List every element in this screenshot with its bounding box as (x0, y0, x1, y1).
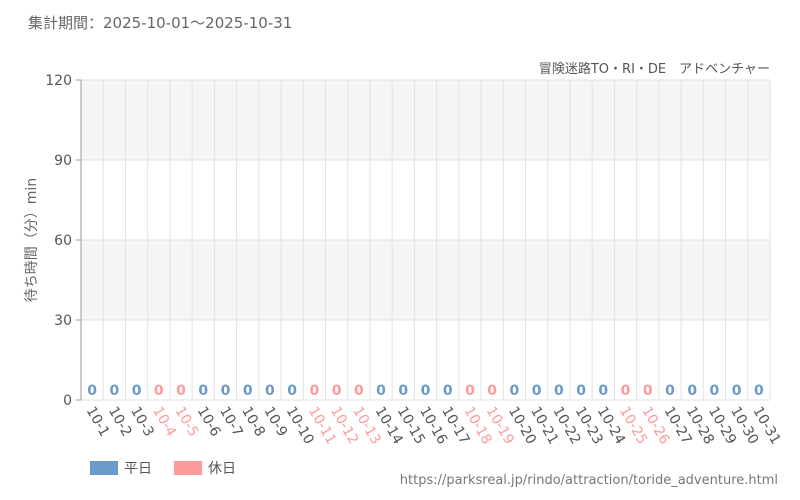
y-tick-label: 0 (63, 393, 72, 409)
legend-swatch-weekday (90, 461, 118, 475)
bar-value-label: 0 (443, 383, 453, 399)
bar-value-label: 0 (354, 383, 364, 399)
legend: 平日 休日 (90, 458, 236, 478)
bar-value-label: 0 (376, 383, 386, 399)
bar-value-label: 0 (132, 383, 142, 399)
bar-value-label: 0 (643, 383, 653, 399)
bar-value-label: 0 (221, 383, 231, 399)
bar-value-label: 0 (87, 383, 97, 399)
bar-value-label: 0 (710, 383, 720, 399)
bar-value-label: 0 (287, 383, 297, 399)
legend-item-weekday[interactable]: 平日 (90, 458, 152, 478)
bar-value-label: 0 (109, 383, 119, 399)
bar-value-label: 0 (154, 383, 164, 399)
y-tick-label: 30 (54, 313, 72, 329)
bar-value-label: 0 (243, 383, 253, 399)
y-tick-label: 60 (54, 233, 72, 249)
bar-value-label: 0 (309, 383, 319, 399)
grid-band (81, 240, 770, 320)
bar-value-label: 0 (732, 383, 742, 399)
y-tick-label: 120 (45, 73, 72, 89)
legend-item-holiday[interactable]: 休日 (174, 458, 236, 478)
bar-value-label: 0 (665, 383, 675, 399)
bar-value-label: 0 (421, 383, 431, 399)
legend-swatch-holiday (174, 461, 202, 475)
grid-band (81, 80, 770, 160)
period-label: 集計期間：2025-10-01～2025-10-31 (28, 14, 293, 32)
bar-value-label: 0 (687, 383, 697, 399)
bar-value-label: 0 (554, 383, 564, 399)
y-tick-label: 90 (54, 153, 72, 169)
bar-value-label: 0 (176, 383, 186, 399)
chart-title: 冒険迷路TO・RI・DE アドベンチャー (539, 61, 770, 77)
bar-value-label: 0 (754, 383, 764, 399)
source-url[interactable]: https://parksreal.jp/rindo/attraction/to… (399, 473, 778, 488)
bar-value-label: 0 (265, 383, 275, 399)
bar-value-label: 0 (398, 383, 408, 399)
y-axis-label: 待ち時間（分）min (24, 178, 40, 302)
bar-value-label: 0 (598, 383, 608, 399)
bar-value-label: 0 (576, 383, 586, 399)
bar-value-label: 0 (532, 383, 542, 399)
bar-value-label: 0 (465, 383, 475, 399)
legend-label-holiday: 休日 (208, 461, 236, 477)
bar-value-label: 0 (621, 383, 631, 399)
legend-label-weekday: 平日 (124, 461, 152, 477)
bar-value-label: 0 (332, 383, 342, 399)
bar-value-label: 0 (487, 383, 497, 399)
bar-value-label: 0 (198, 383, 208, 399)
bar-value-label: 0 (510, 383, 520, 399)
